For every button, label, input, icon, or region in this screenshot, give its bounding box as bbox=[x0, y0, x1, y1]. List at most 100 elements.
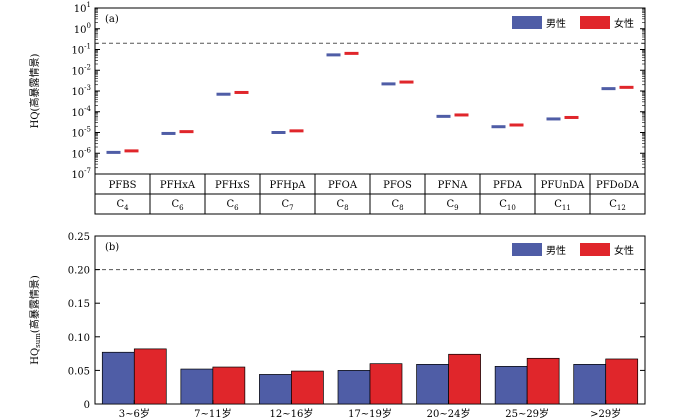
panel-a-carbon-subscript: 6 bbox=[234, 204, 239, 212]
panel-a-carbon-label: C8 bbox=[391, 199, 403, 212]
panel-a-carbon-base: C bbox=[446, 199, 454, 210]
panel-a-y-tick-exponent: -3 bbox=[84, 84, 91, 92]
panel-a-y-tick-label: 10-2 bbox=[71, 63, 91, 77]
panel-a-category-label: PFHxS bbox=[215, 180, 250, 191]
panel-a-carbon-base: C bbox=[336, 199, 344, 210]
panel-b-bar-female bbox=[212, 366, 246, 405]
panel-a-y-tick-label: 10-5 bbox=[71, 126, 91, 140]
panel-b-bar-female bbox=[291, 370, 324, 405]
panel-a-category-label: PFNA bbox=[438, 180, 468, 191]
panel-a-y-tick-label: 10-3 bbox=[71, 84, 91, 98]
panel-a-carbon-label: C6 bbox=[226, 199, 239, 212]
panel-a-carbon-base: C bbox=[281, 199, 289, 210]
panel-b-y-axis-label-main: HQ bbox=[30, 348, 41, 365]
panel-b-legend-swatch bbox=[580, 243, 610, 256]
panel-b-bar-male bbox=[416, 364, 449, 405]
panel-a-legend-swatch bbox=[580, 16, 610, 29]
panel-a-category-label: PFBS bbox=[109, 180, 137, 191]
panel-b-legend: 男性 女性 bbox=[512, 243, 634, 257]
panel-b-bar-male bbox=[180, 368, 214, 405]
panel-b-x-tick-label: 3~6岁 bbox=[119, 407, 150, 420]
panel-a-category-label: PFHpA bbox=[269, 180, 306, 191]
panel-a-y-tick-exponent: -7 bbox=[84, 167, 91, 175]
panel-a-carbon-subscript: 9 bbox=[454, 204, 458, 212]
panel-a-y-axis-label: HQ(高暴露情景) bbox=[28, 54, 41, 129]
panel-b-y-axis-label-sub: sum bbox=[34, 333, 42, 348]
panel-a-carbon-base: C bbox=[554, 199, 562, 210]
panel-a: (a) HQ(高暴露情景) 10-710-610-510-410-310-210… bbox=[28, 1, 646, 215]
panel-a-y-tick-exponent: -6 bbox=[84, 146, 91, 154]
panel-b-bar-female bbox=[369, 363, 403, 405]
panel-a-y-tick-base: 10 bbox=[71, 149, 84, 160]
panel-a-category-label: PFDoDA bbox=[596, 180, 640, 191]
panel-a-carbon-label: C10 bbox=[499, 199, 516, 212]
panel-a-carbon-label: C7 bbox=[281, 199, 293, 212]
panel-b-y-tick-label: 0.20 bbox=[68, 266, 90, 277]
panel-a-label: (a) bbox=[105, 14, 119, 25]
panel-a-y-tick-base: 10 bbox=[74, 4, 87, 15]
panel-a-y-tick-base: 10 bbox=[71, 87, 84, 98]
panel-a-carbon-label: C6 bbox=[171, 199, 184, 212]
panel-a-carbon-base: C bbox=[391, 199, 399, 210]
panel-b-legend-label: 男性 bbox=[546, 244, 566, 257]
panel-b-y-axis-label-rest: (高暴露情景) bbox=[28, 275, 41, 333]
panel-b-legend-swatch bbox=[512, 243, 542, 256]
panel-a-y-tick-exponent: -2 bbox=[84, 63, 91, 71]
panel-a-carbon-subscript: 8 bbox=[344, 204, 348, 212]
panel-a-y-tick-base: 10 bbox=[74, 25, 87, 36]
panel-b-bar-male bbox=[259, 374, 292, 405]
panel-a-carbon-base: C bbox=[499, 199, 507, 210]
panel-b-label: (b) bbox=[105, 242, 119, 253]
panel-a-y-tick-label: 100 bbox=[74, 22, 91, 36]
panel-b-x-tick-label: 17~19岁 bbox=[348, 407, 392, 420]
panel-b-y-tick-label: 0.10 bbox=[68, 333, 90, 344]
panel-a-category-label: PFOA bbox=[328, 180, 358, 191]
panel-b-y-ticks: 0 0.05 0.10 0.15 0.20 0.25 bbox=[68, 232, 645, 411]
panel-b-x-tick-label: >29岁 bbox=[590, 407, 621, 420]
panel-a-carbon-subscript: 7 bbox=[289, 204, 293, 212]
panel-b-y-tick-label: 0.25 bbox=[68, 232, 90, 243]
panel-a-category-label: PFOS bbox=[383, 180, 412, 191]
panel-a-legend-swatch bbox=[512, 16, 542, 29]
panel-b-x-tick-label: 25~29岁 bbox=[505, 407, 549, 420]
panel-b-bar-male bbox=[101, 351, 135, 405]
panel-a-legend: 男性 女性 bbox=[512, 16, 634, 30]
panel-a-carbon-label: C11 bbox=[554, 199, 571, 212]
panel-a-carbon-base: C bbox=[116, 199, 124, 210]
panel-b-bar-female bbox=[605, 358, 639, 405]
panel-a-y-tick-exponent: 0 bbox=[87, 22, 91, 30]
panel-a-carbon-base: C bbox=[226, 199, 234, 210]
panel-b-bar-female bbox=[448, 353, 481, 405]
panel-a-category-label: PFUnDA bbox=[541, 180, 586, 191]
panel-a-y-tick-label: 10-6 bbox=[71, 146, 91, 160]
panel-a-category-label: PFDA bbox=[493, 180, 523, 191]
panel-a-carbon-subscript: 6 bbox=[179, 204, 184, 212]
panel-a-legend-label: 女性 bbox=[614, 17, 634, 30]
panel-a-carbon-base: C bbox=[609, 199, 617, 210]
panel-b-bar-female bbox=[133, 348, 167, 405]
panel-a-carbon-label: C9 bbox=[446, 199, 458, 212]
panel-a-y-tick-label: 10-1 bbox=[71, 43, 91, 57]
panel-b-bar-male bbox=[494, 366, 528, 405]
panel-a-category-label: PFHxA bbox=[160, 180, 196, 191]
panel-b-x-tick-label: 7~11岁 bbox=[194, 407, 231, 420]
panel-b-bar-male bbox=[337, 370, 371, 405]
panel-a-carbon-label: C4 bbox=[116, 199, 129, 212]
panel-a-y-tick-base: 10 bbox=[71, 108, 84, 119]
panel-a-marks bbox=[106, 51, 634, 154]
panel-a-carbon-label: C12 bbox=[609, 199, 626, 212]
panel-a-carbon-subscript: 12 bbox=[617, 204, 626, 212]
panel-b-y-tick-label: 0.05 bbox=[68, 366, 90, 377]
panel-a-y-tick-exponent: -5 bbox=[84, 126, 91, 134]
panel-a-carbon-base: C bbox=[171, 199, 179, 210]
panel-b-bar-female bbox=[526, 357, 560, 405]
panel-a-category-table: PFBSC4PFHxAC6PFHxSC6PFHpAC7PFOAC8PFOSC8P… bbox=[94, 173, 646, 215]
panel-a-y-tick-base: 10 bbox=[71, 170, 84, 181]
panel-b-x-tick-labels: 3~6岁 7~11岁 12~16岁 17~19岁 20~24岁 25~29岁 >29岁 bbox=[119, 400, 621, 420]
panel-a-y-tick-label: 10-7 bbox=[71, 167, 91, 181]
panel-a-legend-label: 男性 bbox=[546, 17, 566, 30]
panel-b-bar-male bbox=[573, 364, 607, 405]
panel-b-y-axis-label: HQsum(高暴露情景) bbox=[28, 275, 42, 365]
